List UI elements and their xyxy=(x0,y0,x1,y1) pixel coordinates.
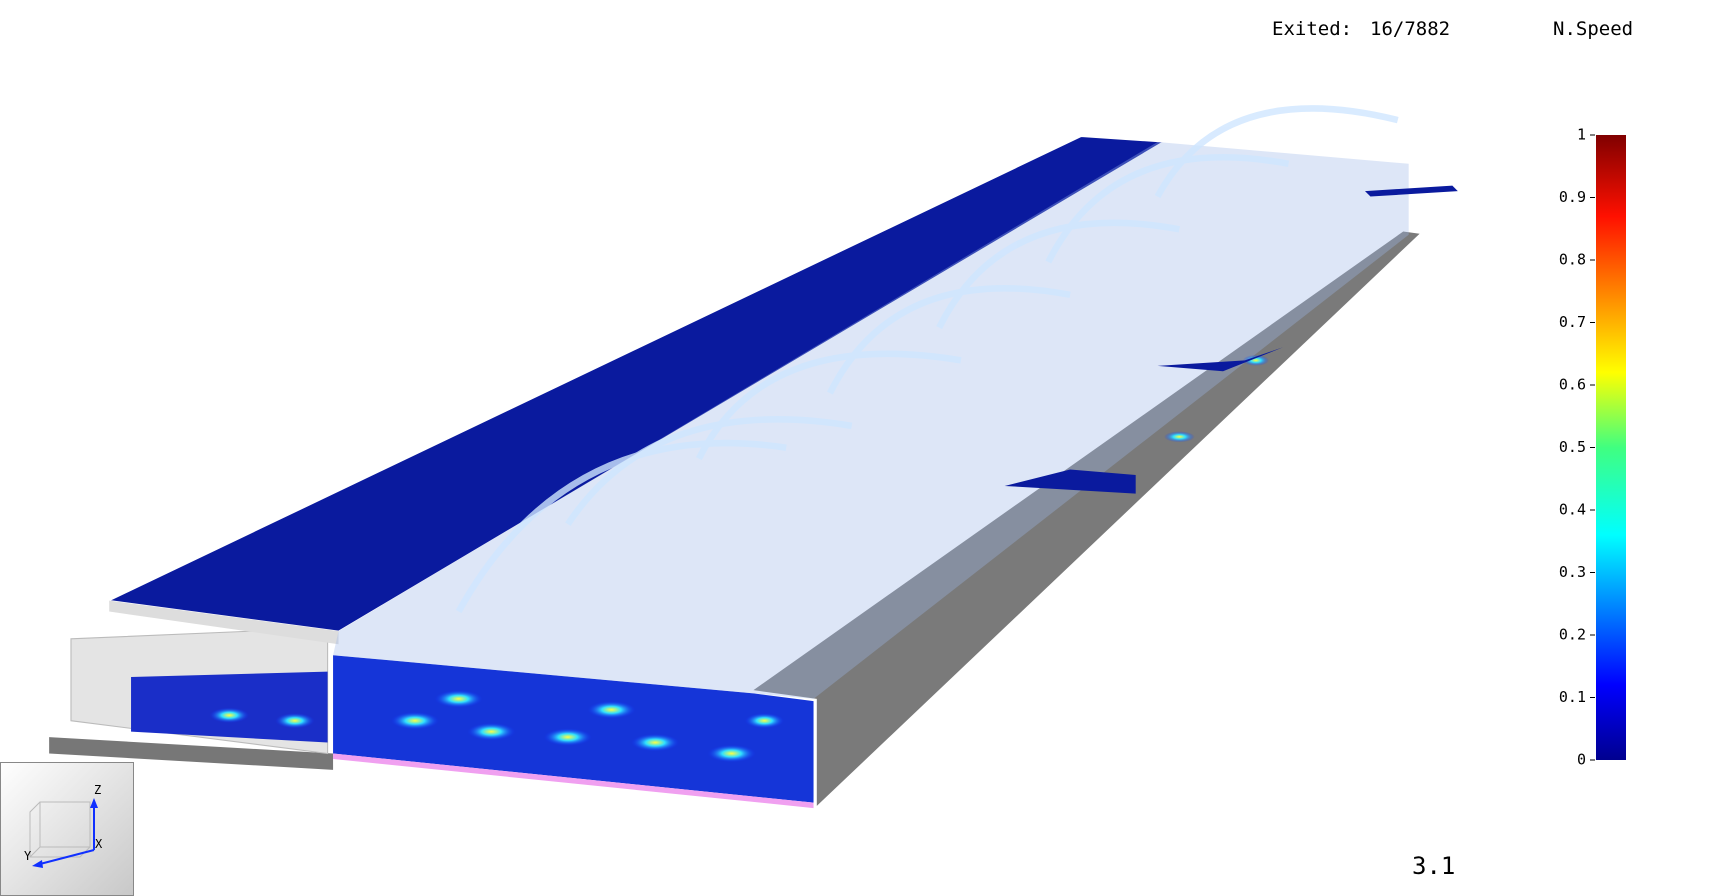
axis-y-label: Y xyxy=(24,849,32,863)
colorbar-tick-label: 0.6 xyxy=(1559,376,1586,394)
axes-widget: Z Y X xyxy=(0,762,134,896)
heatmap-spots xyxy=(209,354,1269,763)
axis-x-label: X xyxy=(95,837,103,851)
axis-z-label: Z xyxy=(94,783,101,797)
colorbar-tick-label: 0.7 xyxy=(1559,313,1586,331)
exited-label: Exited: xyxy=(1272,18,1353,40)
colorbar-tick-label: 0.1 xyxy=(1559,688,1586,706)
building-model xyxy=(49,105,1458,809)
colorbar-tick-label: 0.2 xyxy=(1559,626,1586,644)
colorbar: 0 0.1 0.2 0.3 0.4 0.5 0.6 0.7 0.8 0.9 1 xyxy=(1559,126,1626,769)
colorbar-tick-label: 0 xyxy=(1577,751,1586,769)
colorbar-tick-label: 0.8 xyxy=(1559,251,1586,269)
colorbar-tick-label: 0.9 xyxy=(1559,188,1586,206)
colorbar-title: N.Speed xyxy=(1553,18,1634,40)
colorbar-tick-label: 0.3 xyxy=(1559,563,1586,581)
exited-count: 16/7882 xyxy=(1370,18,1451,40)
colorbar-tick-label: 1 xyxy=(1577,126,1586,144)
colorbar-gradient xyxy=(1596,135,1626,760)
colorbar-tick-label: 0.4 xyxy=(1559,501,1586,519)
colorbar-tick-label: 0.5 xyxy=(1559,438,1586,456)
sim-time: 3.1 xyxy=(1412,852,1456,880)
